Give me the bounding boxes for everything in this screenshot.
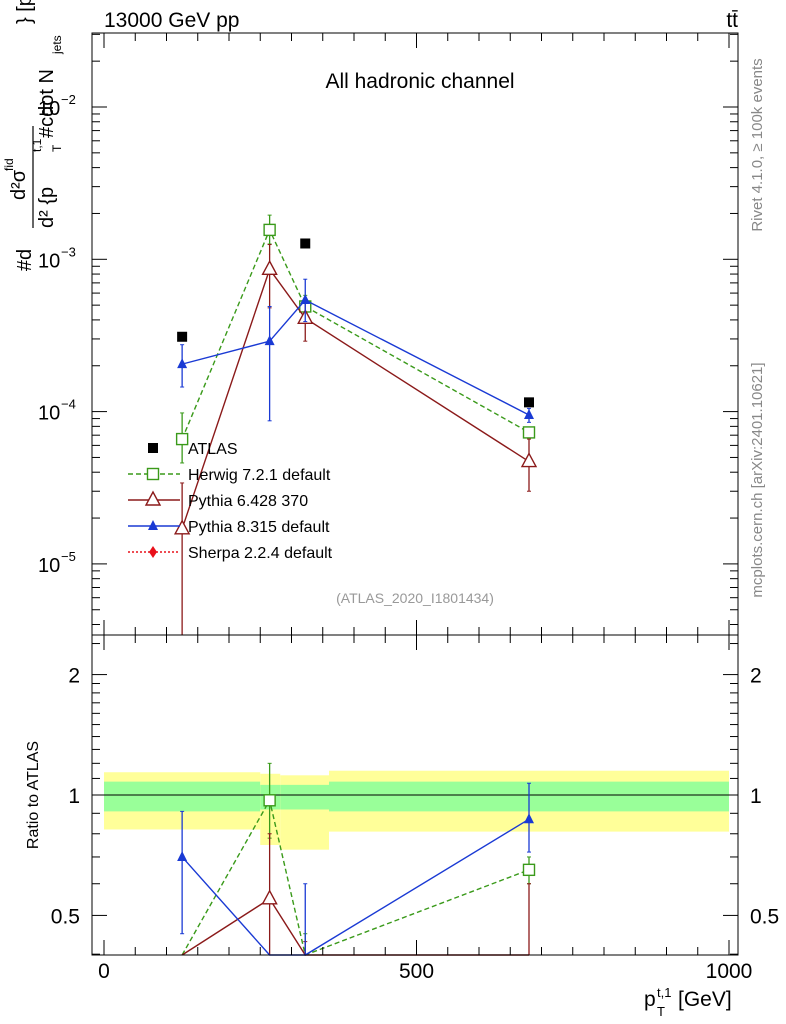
analysis-tag: (ATLAS_2020_I1801434) bbox=[336, 590, 494, 606]
legend-label: Pythia 8.315 default bbox=[188, 519, 330, 536]
main-series-line bbox=[181, 228, 530, 440]
main-point bbox=[177, 331, 188, 342]
ratio-point bbox=[522, 863, 536, 877]
main-point bbox=[263, 223, 276, 237]
ratio-ytick-label-left: 0.5 bbox=[51, 905, 80, 928]
legend-marker bbox=[146, 467, 160, 481]
main-point bbox=[300, 238, 311, 249]
main-ytick-label: 10 bbox=[38, 555, 60, 577]
main-series bbox=[173, 214, 538, 635]
ratio-xtick-label: 1000 bbox=[706, 960, 753, 983]
main-ylabel: #d d²σ fid d² {p T t,1 #cdot N jets } [p… bbox=[2, 0, 64, 271]
ratio-series-line bbox=[181, 897, 529, 956]
main-ytick-label: 10 bbox=[38, 403, 60, 425]
legend-marker bbox=[144, 490, 162, 506]
legend-marker bbox=[148, 520, 158, 530]
xlabel-T: T bbox=[657, 1004, 665, 1019]
legend-label: Sherpa 2.2.4 default bbox=[188, 545, 333, 562]
main-ylabel-numerator: d²σ bbox=[8, 169, 30, 200]
main-ylabel-prefix: #d bbox=[14, 249, 36, 271]
main-point bbox=[522, 426, 536, 439]
main-ylabel-jets: jets bbox=[50, 35, 64, 55]
main-series-atlas bbox=[177, 224, 534, 408]
main-ylabel-denominator: d² {p bbox=[36, 187, 58, 228]
ratio-band-green bbox=[280, 784, 329, 810]
ratio-ytick-label-right: 1 bbox=[750, 785, 762, 808]
legend-entry: Pythia 8.315 default bbox=[128, 519, 330, 536]
main-panel: 10−210−310−410−5 All hadronic channel (A… bbox=[38, 32, 739, 645]
legend-label: ATLAS bbox=[188, 441, 238, 458]
ratio-point bbox=[263, 794, 276, 807]
legend-entry: Pythia 6.428 370 bbox=[128, 490, 308, 510]
x-axis-label: p T t,1 [GeV] bbox=[644, 985, 732, 1019]
main-point bbox=[175, 432, 189, 446]
main-series-pythia-6-428-370 bbox=[173, 244, 538, 635]
xlabel-p: p bbox=[644, 988, 656, 1011]
legend-entry: Sherpa 2.2.4 default bbox=[128, 545, 333, 562]
ratio-bands bbox=[104, 770, 729, 850]
legend: ATLAS Herwig 7.2.1 default Pythia 6.428 37… bbox=[128, 441, 333, 562]
main-series-pythia-8-315-default bbox=[177, 278, 534, 423]
ratio-point bbox=[524, 813, 534, 824]
main-point bbox=[261, 259, 278, 275]
main-point bbox=[300, 294, 311, 305]
main-point bbox=[524, 397, 534, 408]
main-ytick-label-exponent: −5 bbox=[61, 549, 76, 564]
ratio-series-line bbox=[181, 798, 530, 956]
header-process-label: tt̄ bbox=[726, 9, 738, 32]
ratio-ytick-label-left: 1 bbox=[68, 785, 80, 808]
main-ylabel-T: T bbox=[50, 144, 64, 152]
main-ylabel-t1: t,1 bbox=[30, 138, 44, 152]
main-ytick-label: 10 bbox=[38, 250, 60, 272]
main-point bbox=[524, 408, 534, 419]
legend-label: Pythia 6.428 370 bbox=[188, 493, 308, 510]
ratio-band-green bbox=[104, 781, 261, 812]
main-ylabel-unit: } [pb/GeV] bbox=[14, 0, 36, 24]
ratio-ytick-label-right: 0.5 bbox=[750, 905, 779, 928]
main-point bbox=[177, 358, 188, 369]
main-series-line bbox=[181, 299, 530, 416]
main-ytick-label-exponent: −2 bbox=[61, 92, 76, 107]
legend-entry: ATLAS bbox=[148, 441, 238, 458]
ratio-series-line bbox=[181, 818, 530, 956]
legend-entry: Herwig 7.2.1 default bbox=[128, 467, 331, 484]
main-point bbox=[264, 335, 275, 346]
ratio-point bbox=[177, 850, 188, 861]
xlabel-unit: [GeV] bbox=[678, 988, 732, 1011]
ratio-series-pythia-6-428-370 bbox=[180, 833, 531, 956]
chart-title: All hadronic channel bbox=[325, 70, 514, 93]
ratio-point bbox=[261, 889, 278, 905]
legend-marker bbox=[148, 443, 158, 453]
main-point bbox=[520, 452, 538, 468]
ratio-xtick-label: 500 bbox=[399, 960, 434, 983]
main-ytick-label: 10 bbox=[38, 98, 60, 120]
main-ytick-label-exponent: −3 bbox=[61, 244, 76, 259]
ratio-ytick-label-left: 2 bbox=[68, 665, 80, 688]
legend-label: Herwig 7.2.1 default bbox=[188, 467, 331, 484]
rivet-version-label: Rivet 4.1.0, ≥ 100k events bbox=[749, 58, 766, 231]
ratio-ticks: 2 1 0.5 2 1 0.5 0 500 1000 bbox=[51, 635, 779, 983]
main-series-line bbox=[181, 267, 530, 530]
ratio-ytick-label-right: 2 bbox=[750, 665, 762, 688]
legend-marker bbox=[149, 546, 157, 558]
main-ylabel-fid: fid bbox=[2, 158, 16, 171]
main-point bbox=[173, 519, 191, 535]
xlabel-t1: t,1 bbox=[657, 985, 671, 1000]
mcplots-label: mcplots.cern.ch [arXiv:2401.10621] bbox=[749, 362, 766, 597]
main-series-herwig-7-2-1-default bbox=[175, 214, 536, 464]
main-ylabel-cdot: #cdot N bbox=[36, 69, 58, 138]
ratio-xtick-label: 0 bbox=[98, 960, 110, 983]
main-ticks: 10−210−310−410−5 bbox=[38, 33, 738, 645]
ratio-ylabel: Ratio to ATLAS bbox=[25, 741, 42, 849]
header-energy-label: 13000 GeV pp bbox=[104, 9, 239, 32]
ratio-panel: 2 1 0.5 2 1 0.5 0 500 1000 bbox=[51, 634, 779, 983]
main-ytick-label-exponent: −4 bbox=[61, 397, 76, 412]
